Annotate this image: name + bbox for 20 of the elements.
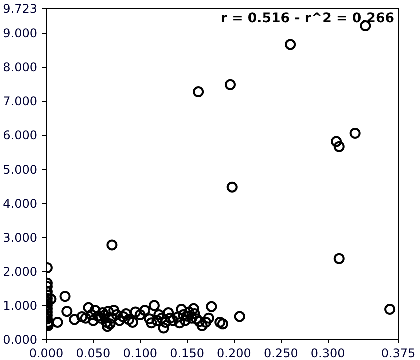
x-tick-label: 0.375 bbox=[381, 346, 416, 360]
y-tick-label: 0.000 bbox=[3, 333, 38, 347]
y-tick-label: 7.000 bbox=[3, 94, 38, 109]
y-tick-label: 6.000 bbox=[3, 128, 38, 143]
y-tick-label: 8.000 bbox=[3, 60, 38, 75]
y-tick-label: 2.000 bbox=[3, 264, 38, 279]
y-tick-label: 5.000 bbox=[3, 162, 38, 177]
x-tick-label: 0.300 bbox=[310, 346, 346, 360]
x-tick-label: 0.250 bbox=[264, 346, 298, 360]
x-tick-label: 0.200 bbox=[217, 346, 252, 360]
x-tick-label: 0.000 bbox=[29, 346, 64, 360]
y-tick-label: 3.000 bbox=[3, 230, 38, 245]
x-tick-label: 0.100 bbox=[123, 346, 158, 360]
annotation: r = 0.516 - r^2 = 0.266 bbox=[220, 12, 395, 26]
y-tick-label: 1.000 bbox=[3, 298, 38, 313]
y-tick-label: 9.723 bbox=[3, 2, 38, 16]
x-tick-label: 0.050 bbox=[76, 346, 111, 360]
y-tick-label: 9.000 bbox=[3, 26, 38, 41]
y-tick-label: 4.000 bbox=[3, 196, 38, 211]
x-tick-label: 0.150 bbox=[170, 346, 204, 360]
